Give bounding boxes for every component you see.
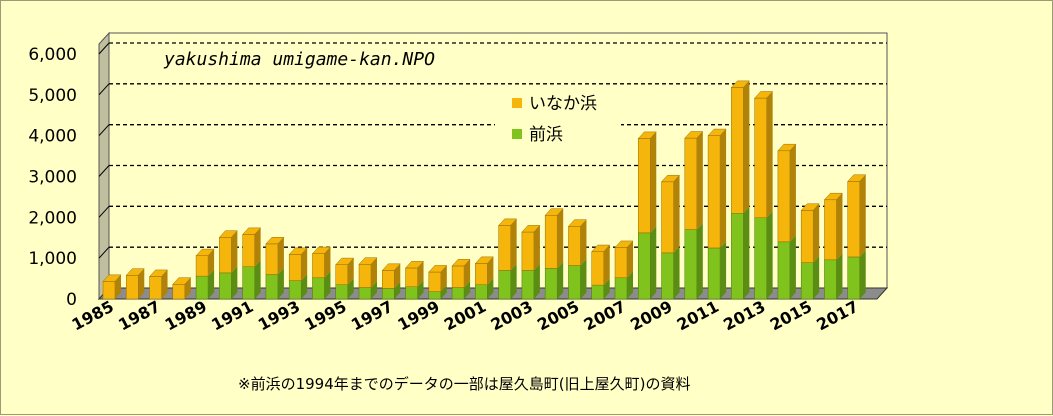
x-tick-label: 2015 bbox=[767, 297, 815, 335]
bar-1993-inaka bbox=[288, 247, 308, 281]
y-tick-label: 2,000 bbox=[28, 208, 77, 228]
bar-2005-inaka bbox=[567, 219, 588, 266]
x-tick-label: 2009 bbox=[627, 297, 675, 335]
bar-1988-inaka bbox=[172, 277, 192, 300]
side-wall bbox=[98, 31, 110, 301]
x-tick-label: 2001 bbox=[441, 297, 489, 335]
gridline-side bbox=[98, 205, 110, 218]
x-tick-label: 1993 bbox=[255, 297, 303, 335]
legend-label-inaka: いなか浜 bbox=[529, 94, 597, 114]
x-tick-label: 1995 bbox=[301, 297, 349, 335]
legend-box bbox=[495, 86, 621, 150]
x-tick-label: 1987 bbox=[115, 297, 163, 335]
legend: いなか浜 前浜 bbox=[495, 86, 621, 150]
legend-swatch-maehama bbox=[512, 129, 522, 139]
legend-swatch-inaka bbox=[512, 98, 522, 108]
bar-1985-inaka bbox=[102, 274, 122, 300]
bar-1991-maehama bbox=[242, 260, 261, 300]
legend-label-maehama: 前浜 bbox=[529, 125, 563, 145]
bar-1992-inaka bbox=[265, 237, 285, 275]
x-tick-label: 2011 bbox=[674, 297, 722, 335]
bar-2013-maehama bbox=[754, 211, 773, 300]
bar-2015-maehama bbox=[800, 256, 820, 300]
bar-2001-inaka bbox=[474, 256, 494, 285]
bar-2014-maehama bbox=[777, 235, 796, 300]
bar-1996-inaka bbox=[358, 257, 378, 288]
bar-1994-maehama bbox=[312, 271, 331, 300]
gridline-side bbox=[98, 83, 110, 96]
x-tick-label: 1989 bbox=[162, 297, 210, 335]
x-tick-label: 1999 bbox=[394, 297, 442, 335]
y-axis-ticks: 0 1,000 2,000 3,000 4,000 5,000 6,000 bbox=[28, 45, 77, 310]
bar-2004-maehama bbox=[544, 261, 564, 300]
bar-1995-inaka bbox=[335, 257, 355, 285]
bar-2009-maehama bbox=[661, 246, 680, 300]
bar-1998-inaka bbox=[404, 261, 425, 288]
bar-2012-maehama bbox=[731, 206, 750, 300]
bar-2011-maehama bbox=[707, 241, 727, 300]
bar-1991-inaka bbox=[242, 227, 262, 267]
x-tick-label: 2007 bbox=[581, 297, 629, 335]
bar-2012-inaka bbox=[730, 80, 750, 214]
x-tick-label: 1997 bbox=[348, 297, 396, 335]
bar-2000-inaka bbox=[451, 259, 471, 288]
x-tick-label: 2003 bbox=[488, 297, 536, 335]
y-tick-label: 0 bbox=[66, 290, 77, 310]
bar-1986-inaka bbox=[125, 268, 145, 300]
gridline-side bbox=[98, 165, 110, 177]
bar-2011-inaka bbox=[707, 128, 727, 249]
bar-2001-maehama bbox=[475, 278, 494, 300]
bar-2017-inaka bbox=[847, 174, 867, 258]
y-tick-label: 3,000 bbox=[28, 168, 77, 188]
bar-2009-inaka bbox=[660, 174, 681, 254]
y-tick-label: 1,000 bbox=[28, 249, 77, 269]
bar-2003-inaka bbox=[521, 225, 541, 271]
bar-1987-inaka bbox=[148, 269, 169, 300]
gridline-side bbox=[98, 124, 110, 137]
bar-2010-maehama bbox=[684, 222, 703, 300]
bar-2002-inaka bbox=[498, 218, 518, 271]
y-tick-label: 5,000 bbox=[28, 86, 77, 106]
gridlines bbox=[98, 42, 887, 259]
bar-2013-inaka bbox=[754, 91, 774, 218]
x-tick-label: 2013 bbox=[720, 297, 768, 335]
bar-1993-maehama bbox=[288, 274, 308, 300]
bars bbox=[102, 80, 867, 300]
x-tick-label: 2005 bbox=[534, 297, 582, 335]
bar-2017-maehama bbox=[847, 250, 866, 300]
bar-2015-inaka bbox=[800, 203, 820, 263]
bar-2003-maehama bbox=[521, 263, 540, 300]
bar-1989-maehama bbox=[195, 269, 215, 300]
x-tick-label: 2017 bbox=[813, 297, 861, 335]
bar-2004-inaka bbox=[544, 208, 564, 269]
y-tick-label: 6,000 bbox=[28, 45, 77, 65]
bar-2006-maehama bbox=[591, 278, 610, 300]
bar-2007-inaka bbox=[614, 240, 634, 279]
source-note: ※前浜の1994年までのデータの一部は屋久島町(旧上屋久町)の資料 bbox=[238, 375, 690, 393]
gridline-side bbox=[98, 246, 110, 259]
bar-1992-maehama bbox=[265, 267, 284, 300]
bar-2008-maehama bbox=[638, 226, 657, 300]
bar-2010-inaka bbox=[684, 131, 704, 230]
bar-2005-maehama bbox=[568, 258, 587, 300]
bar-1989-inaka bbox=[195, 248, 215, 277]
bar-2016-maehama bbox=[824, 253, 843, 300]
x-tick-label: 1991 bbox=[208, 297, 256, 335]
bar-2014-inaka bbox=[777, 143, 797, 243]
bar-2016-inaka bbox=[823, 192, 844, 261]
bar-2008-inaka bbox=[637, 131, 657, 234]
x-axis-ticks: 1985198719891991199319951997199920012003… bbox=[69, 297, 862, 335]
bar-1994-inaka bbox=[311, 246, 332, 279]
bar-2006-inaka bbox=[591, 244, 611, 286]
bar-1990-maehama bbox=[219, 266, 238, 300]
bar-1999-inaka bbox=[428, 265, 448, 292]
bar-1997-inaka bbox=[381, 263, 401, 289]
gridline-side bbox=[98, 42, 110, 55]
bar-1990-inaka bbox=[218, 230, 238, 274]
chart-annotation: yakushima umigame-kan.NPO bbox=[163, 49, 435, 70]
y-tick-label: 4,000 bbox=[28, 127, 77, 147]
